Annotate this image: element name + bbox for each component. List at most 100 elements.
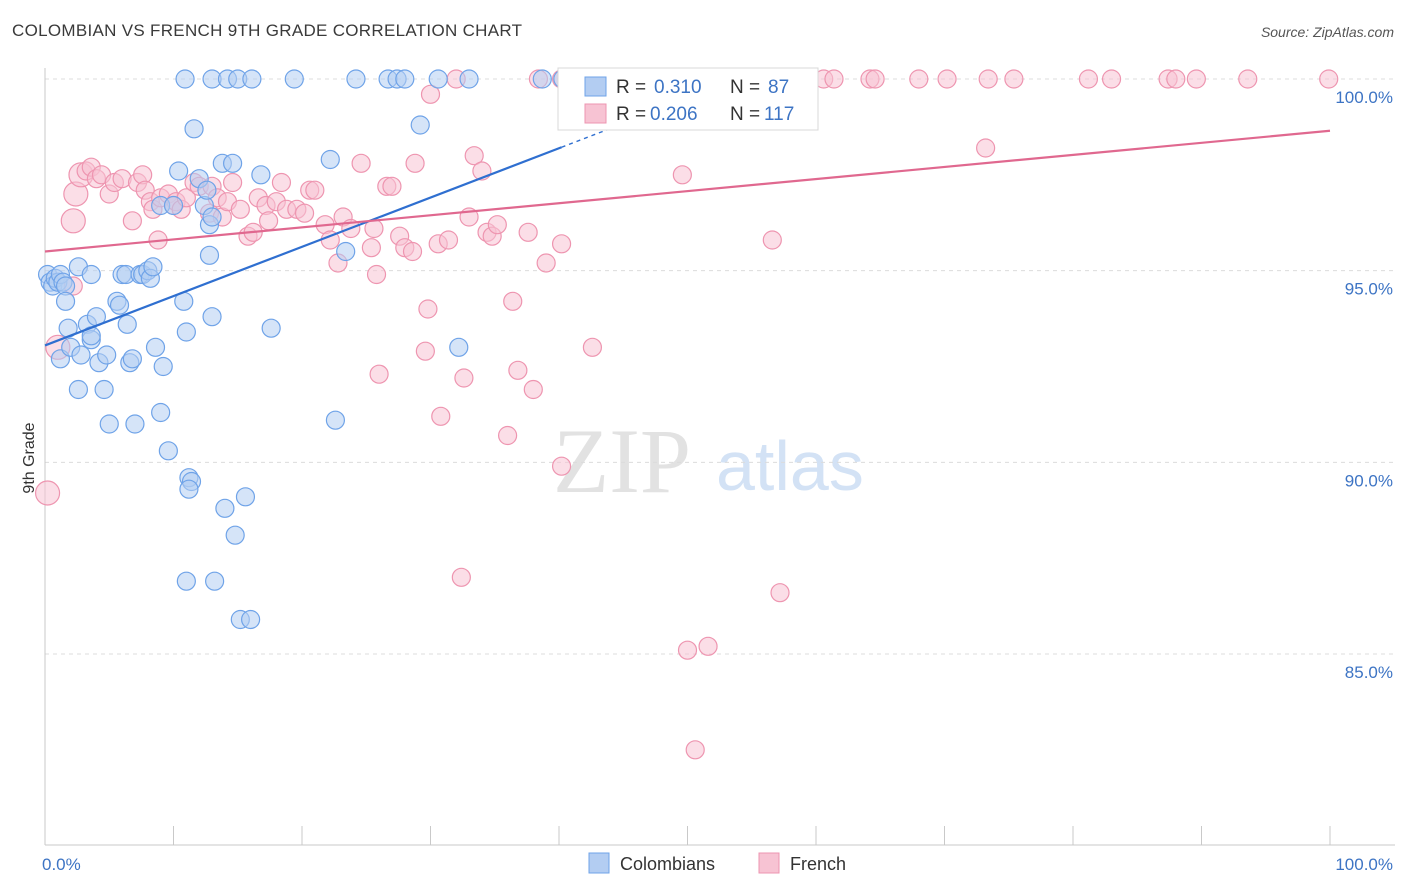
point-french-106	[937, 69, 957, 89]
point-french-79	[503, 291, 523, 311]
point-colombians-22	[97, 345, 117, 365]
series-legend-label-colombians: Colombians	[620, 854, 715, 874]
point-colombians-57	[202, 207, 222, 227]
point-colombians-71	[410, 115, 430, 135]
grid-lines	[45, 78, 1395, 655]
point-colombians-28	[117, 314, 137, 334]
point-colombians-82	[395, 69, 415, 89]
point-french-113	[1166, 69, 1186, 89]
point-colombians-42	[163, 195, 184, 216]
point-french-81	[518, 222, 538, 242]
point-colombians-48	[179, 479, 199, 499]
legend-swatch-french	[584, 103, 607, 124]
point-colombians-79	[346, 69, 366, 89]
point-french-107	[976, 138, 996, 158]
point-french-34	[230, 199, 250, 219]
point-colombians-21	[94, 379, 114, 400]
legend-r-label-1: R =	[616, 77, 646, 98]
point-colombians-30	[122, 349, 142, 369]
point-colombians-66	[251, 165, 271, 185]
point-colombians-37	[145, 337, 166, 357]
trendline-colombians	[44, 146, 562, 347]
point-french-77	[487, 215, 507, 235]
legend-n-value-2: 117	[764, 104, 794, 125]
point-colombians-40	[153, 356, 173, 377]
point-colombians-62	[225, 525, 245, 545]
point-french-39	[258, 211, 279, 231]
point-french-70	[451, 567, 471, 587]
point-colombians-73	[175, 69, 195, 89]
point-french-13	[122, 211, 142, 231]
y-tick-label-2: 95.0%	[1345, 280, 1393, 299]
point-colombians-64	[235, 487, 256, 507]
point-french-71	[454, 368, 474, 388]
point-french-67	[431, 406, 451, 426]
point-french-111	[1101, 69, 1122, 89]
point-colombians-84	[459, 69, 479, 89]
point-colombians-78	[284, 69, 304, 89]
point-colombians-65	[241, 609, 261, 630]
point-french-100	[770, 583, 790, 603]
point-french-86	[551, 234, 572, 254]
point-french-56	[369, 364, 389, 384]
legend-n-label-1: N =	[730, 77, 760, 98]
point-french-115	[1238, 69, 1258, 89]
point-french-78	[498, 425, 518, 446]
point-french-96	[698, 636, 718, 656]
point-colombians-43	[169, 161, 189, 181]
watermark-zip: ZIP	[553, 410, 691, 512]
point-colombians-69	[325, 410, 346, 430]
point-french-102	[824, 69, 844, 89]
point-french-84	[536, 253, 556, 273]
point-french-64	[418, 299, 438, 319]
point-french-46	[305, 180, 325, 200]
point-colombians-56	[202, 307, 222, 327]
point-colombians-50	[184, 119, 204, 139]
y-axis-label: 9th Grade	[21, 422, 38, 493]
point-french-0	[34, 480, 61, 506]
point-colombians-85	[532, 69, 552, 89]
x-tick-label-start: 0.0%	[42, 855, 81, 874]
point-french-65	[420, 84, 441, 104]
point-french-116	[1319, 69, 1339, 89]
point-colombians-60	[215, 498, 235, 518]
point-french-53	[361, 238, 381, 258]
series-legend-label-french: French	[790, 854, 846, 874]
point-french-62	[405, 153, 425, 173]
point-french-52	[351, 153, 371, 173]
point-colombians-38	[151, 402, 171, 423]
point-french-68	[438, 230, 459, 250]
point-colombians-31	[125, 414, 145, 434]
point-french-63	[415, 341, 435, 361]
x-tick-label-end: 100.0%	[1335, 855, 1393, 874]
point-colombians-70	[336, 241, 356, 262]
point-french-95	[685, 740, 705, 760]
point-french-33	[223, 172, 243, 193]
point-french-55	[366, 264, 387, 285]
point-colombians-77	[242, 69, 262, 89]
point-french-104	[865, 69, 885, 89]
point-french-109	[1004, 69, 1024, 89]
point-colombians-12	[55, 291, 76, 311]
point-french-99	[762, 230, 782, 250]
legend-r-label-2: R =	[616, 104, 646, 125]
series-legend-swatch-colombians	[588, 852, 610, 874]
point-french-110	[1078, 69, 1099, 89]
source-credit: Source: ZipAtlas.com	[1260, 24, 1394, 40]
tick-labels: 85.0% 90.0% 95.0% 100.0% 0.0% 100.0%	[42, 88, 1393, 874]
legend-n-label-2: N =	[730, 104, 760, 125]
point-colombians-54	[199, 245, 220, 265]
axes	[44, 68, 1395, 846]
point-colombians-9	[81, 264, 101, 285]
point-french-108	[978, 69, 998, 89]
legend-n-value-1: 87	[768, 77, 789, 98]
point-colombians-45	[176, 322, 196, 342]
legend-r-value-1: 0.310	[654, 77, 702, 98]
point-french-44	[294, 203, 315, 223]
point-colombians-68	[320, 149, 340, 170]
point-french-94	[677, 640, 698, 660]
point-french-93	[672, 165, 692, 185]
point-colombians-58	[205, 571, 225, 591]
point-french-3	[60, 208, 86, 234]
point-colombians-15	[71, 345, 91, 365]
